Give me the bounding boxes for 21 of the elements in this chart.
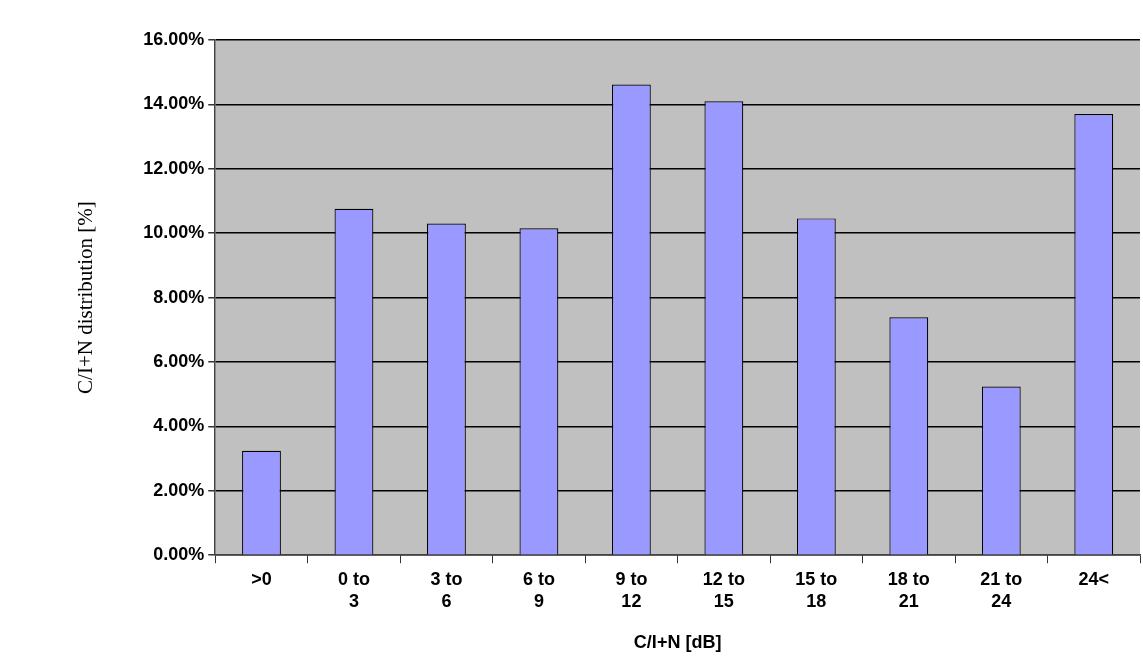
x-tick-label: 15 to 18	[795, 568, 838, 611]
y-tick-label: 10.00%	[143, 222, 205, 243]
x-tick-label: 12 to 15	[702, 568, 745, 611]
x-tick-label: 6 to 9	[522, 568, 555, 611]
y-tick-label: 8.00%	[153, 286, 205, 307]
x-tick-label: 0 to 3	[337, 568, 370, 611]
y-tick-label: 0.00%	[153, 544, 205, 565]
y-tick-label: 2.00%	[153, 479, 205, 500]
y-axis-title: C/I+N distribution [%]	[73, 201, 98, 394]
y-tick-label: 6.00%	[153, 350, 205, 371]
x-tick-label: 24<	[1078, 568, 1110, 589]
y-tick-label: 16.00%	[143, 28, 205, 49]
x-tick-label: 21 to 24	[980, 568, 1023, 611]
y-tick-label: 12.00%	[143, 157, 205, 178]
x-tick-label: 3 to 6	[430, 568, 463, 611]
x-tick-label: >0	[251, 568, 272, 589]
x-tick-label: 18 to 21	[887, 568, 930, 611]
x-tick-label: 9 to 12	[615, 568, 648, 611]
x-axis-title: C/I+N [dB]	[633, 632, 722, 653]
y-tick-label: 14.00%	[143, 93, 205, 114]
y-tick-label: 4.00%	[153, 415, 205, 436]
